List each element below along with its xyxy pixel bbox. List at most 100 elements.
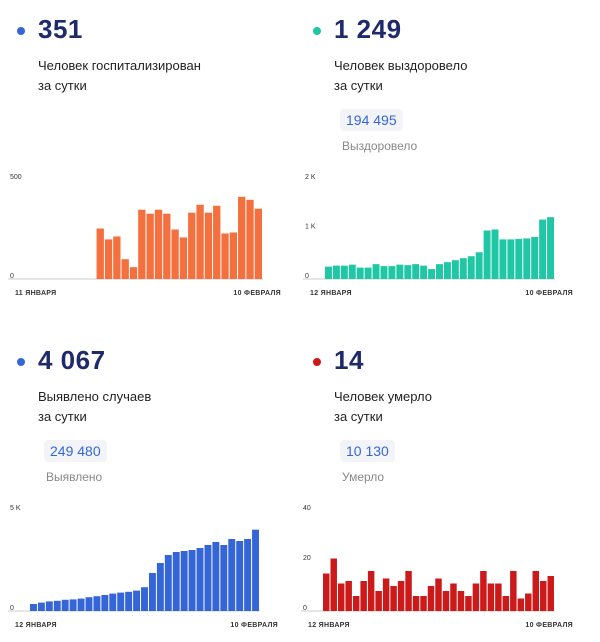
bar <box>412 264 420 279</box>
bar <box>171 229 179 279</box>
bar <box>531 236 539 279</box>
hospitalized-desc-line2: за сутки <box>38 78 87 93</box>
bar <box>85 597 93 611</box>
bar <box>133 590 141 611</box>
bar <box>163 213 171 279</box>
series-dot-icon <box>17 358 25 366</box>
bar <box>113 236 121 279</box>
bar <box>188 212 196 279</box>
bar <box>246 199 254 279</box>
bar <box>388 266 396 279</box>
bar <box>325 266 332 280</box>
bar <box>77 598 85 611</box>
bar <box>61 599 69 611</box>
bar <box>154 209 163 279</box>
bar <box>196 548 204 611</box>
bar <box>196 204 204 279</box>
recovered-total: 194 495 <box>340 109 403 131</box>
bar <box>507 239 515 279</box>
bar <box>523 238 531 279</box>
bar <box>457 591 465 611</box>
detected-total-label: Выявлено <box>46 470 103 484</box>
y-tick-label: 0 <box>10 273 14 280</box>
bar <box>475 252 483 279</box>
detected-desc-line1: Выявлено случаев <box>38 389 152 404</box>
bar <box>348 264 356 279</box>
bar <box>129 267 138 279</box>
series-dot-icon <box>313 27 321 35</box>
bar <box>540 581 547 611</box>
bar <box>352 596 360 611</box>
bar <box>396 264 404 279</box>
bar <box>499 239 507 279</box>
bar <box>480 571 487 611</box>
bar <box>337 583 345 611</box>
bar <box>427 586 435 611</box>
y-tick-label: 5 K <box>10 505 21 512</box>
bar <box>435 578 442 611</box>
deaths-count: 14 <box>334 345 364 375</box>
bar <box>515 238 523 279</box>
bar <box>360 581 367 611</box>
bar <box>547 576 554 611</box>
series-dot-icon <box>17 27 25 35</box>
bar <box>229 232 238 279</box>
bar <box>420 265 428 279</box>
x-end-label: 10 ФЕВРАЛЯ <box>230 622 278 629</box>
bar <box>495 583 502 611</box>
bar <box>204 545 212 611</box>
bar <box>340 265 348 279</box>
bar <box>180 551 188 611</box>
bar <box>37 602 45 611</box>
bar <box>164 555 172 611</box>
bar <box>510 571 517 611</box>
detected-count: 4 067 <box>38 345 106 375</box>
bar <box>491 229 499 279</box>
bar <box>179 237 188 279</box>
bar <box>397 581 405 611</box>
x-end-label: 10 ФЕВРАЛЯ <box>525 290 573 297</box>
bar <box>141 587 148 611</box>
bar <box>472 583 480 611</box>
bar <box>356 267 364 279</box>
bar <box>221 233 229 279</box>
bar <box>236 541 244 611</box>
bar <box>364 267 372 279</box>
y-tick-label: 40 <box>303 505 311 512</box>
bar <box>252 529 259 611</box>
bar <box>212 542 220 611</box>
bar <box>96 228 104 279</box>
bar <box>138 209 146 279</box>
bar <box>539 219 547 279</box>
bar <box>517 598 525 611</box>
deaths-desc-line1: Человек умерло <box>334 389 432 404</box>
bar <box>502 596 510 611</box>
deaths-desc-line2: за сутки <box>334 409 383 424</box>
x-end-label: 10 ФЕВРАЛЯ <box>233 290 281 297</box>
bar <box>345 581 352 611</box>
bar <box>238 196 246 279</box>
bar <box>93 596 101 611</box>
y-tick-label: 2 K <box>305 174 316 181</box>
series-dot-icon <box>313 358 321 366</box>
bar <box>372 264 380 279</box>
bar <box>121 259 129 279</box>
bar <box>117 592 125 611</box>
bar <box>69 599 77 611</box>
recovered-total-label: Выздоровело <box>342 139 418 153</box>
bar <box>148 573 156 611</box>
hospitalized-count: 351 <box>38 14 83 44</box>
bar <box>532 571 540 611</box>
bar <box>323 573 330 611</box>
bar <box>156 563 164 611</box>
bar <box>375 591 382 611</box>
bar <box>467 256 475 279</box>
x-start-label: 12 ЯНВАРЯ <box>308 622 350 629</box>
y-tick-label: 0 <box>305 273 309 280</box>
recovered-desc-line2: за сутки <box>334 78 383 93</box>
bar <box>451 260 459 279</box>
bar <box>547 217 554 279</box>
y-tick-label: 0 <box>10 605 14 612</box>
